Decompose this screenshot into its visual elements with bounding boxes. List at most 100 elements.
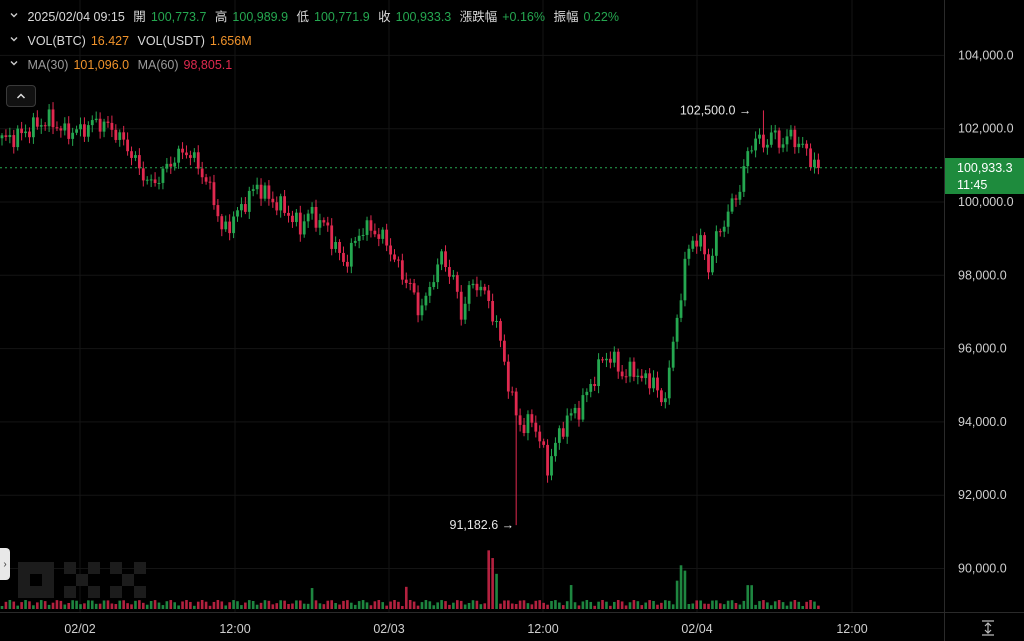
candle-body: [436, 264, 440, 283]
candle-body: [679, 300, 683, 318]
candle-datetime: 2025/02/04 09:15: [27, 10, 125, 24]
volume-bar: [94, 603, 98, 609]
volume-bar: [526, 603, 530, 609]
chevron-up-icon: [16, 93, 26, 99]
collapse-indicators-button[interactable]: [6, 85, 36, 107]
candle-countdown: 11:45: [957, 178, 988, 192]
volume-bar: [522, 600, 526, 609]
volume-bar: [342, 600, 345, 609]
candle-body: [526, 414, 530, 434]
candle-body: [79, 124, 82, 130]
x-tick-label: 12:00: [527, 622, 558, 636]
volume-bar: [71, 600, 74, 609]
volume-bar: [165, 601, 169, 609]
volume-bar: [279, 600, 282, 609]
candles: [0, 102, 820, 526]
candle-body: [365, 220, 369, 235]
candle-body: [612, 351, 616, 363]
candle-body: [463, 303, 467, 320]
candle-body: [467, 285, 471, 304]
candle-body: [522, 424, 526, 434]
volume-bar: [228, 602, 231, 609]
volume-bar: [746, 585, 750, 609]
volume-bar: [98, 603, 102, 609]
candle-body: [762, 134, 765, 148]
candle-body: [247, 190, 251, 212]
volume-bar: [369, 605, 373, 609]
volume-bar: [711, 600, 714, 609]
volume-bar: [691, 603, 695, 609]
chevron-right-icon: ›: [3, 558, 7, 570]
volume-bar: [475, 600, 479, 609]
volume-bar: [267, 600, 271, 609]
volume-bar: [534, 600, 538, 609]
volume-bar: [106, 600, 110, 609]
chevron-down-icon[interactable]: [10, 35, 18, 43]
candle-body: [294, 212, 298, 223]
volume-bar: [671, 604, 675, 609]
candle-body: [487, 290, 491, 301]
candle-body: [59, 128, 63, 131]
volume-bar: [444, 601, 447, 609]
candle-body: [169, 163, 173, 167]
volume-bar: [620, 601, 624, 609]
y-tick-label: 92,000.0: [958, 488, 1007, 502]
volume-bars: [0, 550, 820, 609]
volume-bar: [762, 600, 765, 609]
volume-bar: [232, 600, 235, 609]
candle-body: [769, 132, 773, 145]
candle-body: [707, 254, 710, 273]
candle-body: [283, 196, 286, 213]
candle-body: [279, 196, 283, 211]
volume-bar: [79, 604, 82, 609]
candle-body: [797, 143, 801, 148]
expand-sidebar-handle[interactable]: ›: [0, 548, 10, 580]
volume-bar: [236, 601, 239, 609]
volume-bar: [667, 600, 671, 609]
volume-bar: [624, 605, 628, 609]
candle-body: [538, 431, 542, 442]
volume-bar: [145, 604, 149, 609]
candle-body: [444, 251, 447, 268]
volume-bar: [412, 601, 416, 609]
volume-bar: [440, 600, 443, 609]
candle-body: [326, 222, 330, 226]
high-label: 高: [214, 10, 228, 24]
candle-body: [738, 191, 742, 200]
volume-bar: [306, 603, 310, 609]
candle-body: [212, 182, 216, 206]
volume-bar: [742, 600, 746, 609]
volume-bar: [110, 603, 114, 609]
chevron-down-icon[interactable]: [10, 11, 18, 19]
candle-body: [134, 155, 137, 158]
volume-bar: [813, 601, 816, 609]
candle-body: [503, 340, 506, 362]
volume-bar: [632, 600, 636, 609]
candle-body: [161, 168, 165, 183]
candle-body: [620, 371, 624, 377]
volume-bar: [338, 604, 341, 609]
candle-body: [153, 179, 157, 184]
candle-body: [722, 226, 726, 232]
candle-body: [432, 282, 436, 288]
x-tick-label: 12:00: [219, 622, 250, 636]
candle-body: [734, 198, 738, 200]
volume-bar: [20, 602, 23, 609]
volume-bar: [122, 600, 125, 609]
candle-body: [255, 184, 259, 190]
reset-scale-button[interactable]: [976, 617, 1000, 639]
candle-body: [83, 124, 86, 137]
x-tick-label: 02/03: [373, 622, 404, 636]
volume-bar: [12, 601, 16, 609]
vol-btc-label: VOL(BTC): [27, 34, 86, 48]
volume-bar: [679, 565, 683, 609]
volume-bar: [212, 601, 216, 609]
candle-body: [271, 198, 275, 203]
volume-bar: [314, 600, 318, 609]
volume-bar: [24, 600, 27, 609]
candle-body: [420, 305, 424, 316]
candle-body: [754, 138, 757, 151]
candle-body: [589, 384, 593, 392]
chevron-down-icon[interactable]: [10, 59, 18, 67]
